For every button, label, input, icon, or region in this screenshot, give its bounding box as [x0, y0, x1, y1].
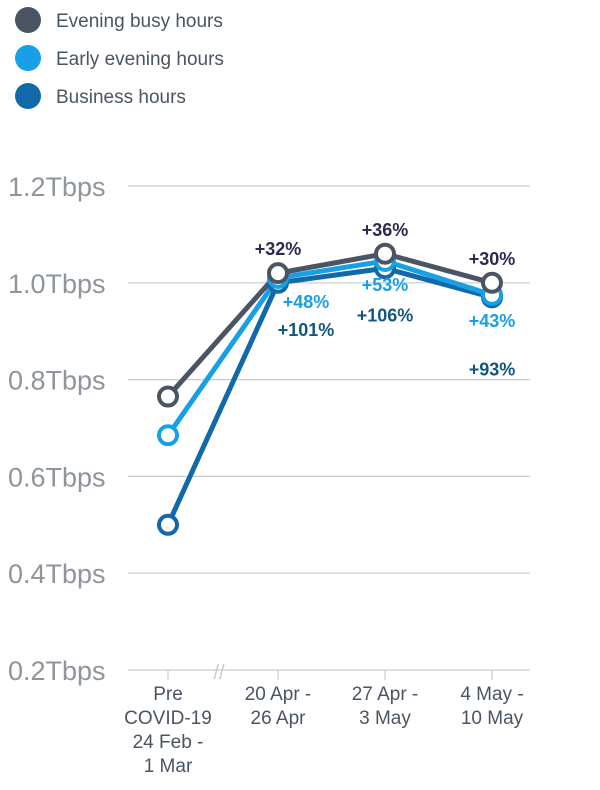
annotation-evening-busy-hours: +36%	[362, 220, 409, 240]
annotation-early-evening-hours: +43%	[469, 311, 516, 331]
annotation-business-hours: +106%	[357, 305, 414, 325]
axis-break-marker: //	[213, 662, 225, 684]
annotations: +32% +36% +30% +48% +53% +43% +101% +106% +93%	[255, 220, 516, 380]
series-group	[157, 242, 503, 536]
data-point-evening-busy-hours	[481, 271, 503, 294]
x-category-label: Pre COVID-19 24 Feb -1 Mar	[124, 684, 212, 777]
x-category-label: 27 Apr -3 May	[352, 684, 419, 729]
legend-label-business-hours: Business hours	[56, 87, 186, 108]
series-line-evening-busy-hours	[165, 251, 495, 400]
series-line-early-evening-hours	[165, 258, 495, 438]
series-line-business-hours	[165, 265, 495, 528]
legend-marker-evening-busy-hours	[15, 7, 41, 33]
data-point-business-hours	[157, 513, 179, 536]
legend-label-early-evening-hours: Early evening hours	[56, 49, 224, 70]
annotation-business-hours: +101%	[278, 320, 335, 340]
data-point-evening-busy-hours	[267, 262, 289, 285]
annotation-early-evening-hours: +48%	[283, 292, 330, 312]
legend-marker-business-hours	[15, 83, 41, 109]
data-point-evening-busy-hours	[157, 385, 179, 408]
annotation-business-hours: +93%	[469, 359, 516, 379]
annotation-early-evening-hours: +53%	[362, 275, 409, 295]
y-tick-label: 1.0Tbps	[8, 269, 106, 299]
x-axis: //Pre COVID-19 24 Feb -1 Mar 20 Apr -26 Apr…	[124, 662, 524, 777]
grid	[128, 185, 530, 671]
y-tick-label: 1.2Tbps	[8, 172, 106, 202]
data-point-early-evening-hours	[157, 424, 179, 447]
annotation-evening-busy-hours: +32%	[255, 239, 302, 259]
y-tick-label: 0.8Tbps	[8, 366, 106, 396]
x-category-label: 4 May -10 May	[460, 684, 523, 729]
legend-marker-early-evening-hours	[15, 45, 41, 71]
legend-label-evening-busy-hours: Evening busy hours	[56, 11, 223, 32]
y-tick-label: 0.6Tbps	[8, 462, 106, 492]
data-point-evening-busy-hours	[374, 242, 396, 265]
x-category-label: 20 Apr -26 Apr	[245, 684, 312, 729]
y-tick-label: 0.2Tbps	[8, 656, 106, 686]
legend: Evening busy hours Early evening hours Bus…	[15, 7, 224, 109]
y-tick-label: 0.4Tbps	[8, 559, 106, 589]
annotation-evening-busy-hours: +30%	[469, 249, 516, 269]
y-axis-ticks: 1.2Tbps 1.0Tbps 0.8Tbps 0.6Tbps 0.4Tbps 0.2Tb…	[8, 172, 106, 686]
